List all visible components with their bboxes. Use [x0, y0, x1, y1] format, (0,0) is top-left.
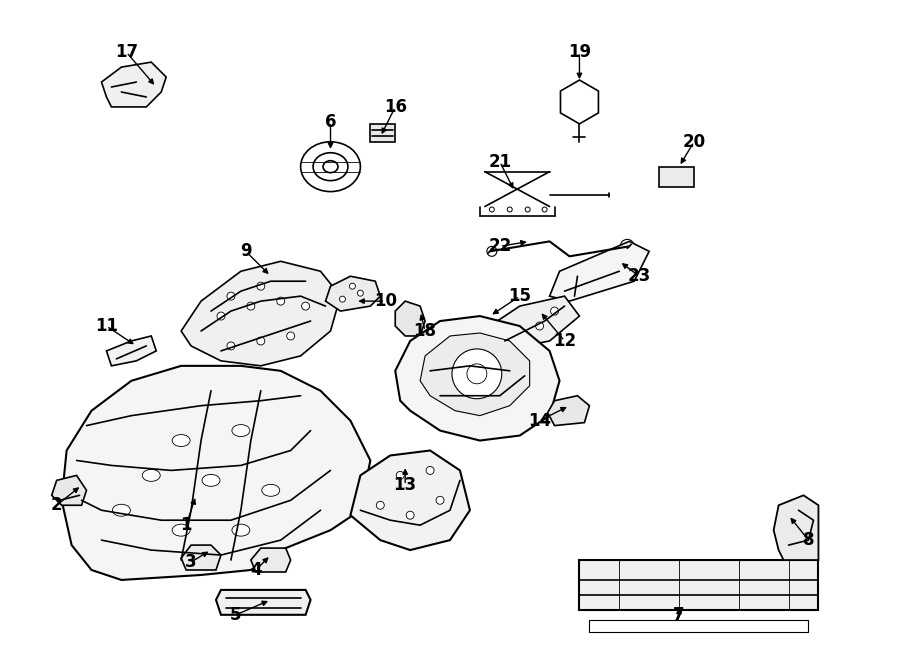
- Text: 1: 1: [180, 516, 192, 534]
- Circle shape: [227, 342, 235, 350]
- Polygon shape: [106, 336, 157, 366]
- Ellipse shape: [323, 161, 338, 173]
- Circle shape: [406, 511, 414, 519]
- Circle shape: [551, 307, 559, 315]
- Circle shape: [339, 296, 346, 302]
- Ellipse shape: [112, 504, 130, 516]
- Ellipse shape: [172, 434, 190, 447]
- Text: 20: 20: [682, 133, 706, 151]
- Polygon shape: [420, 333, 530, 416]
- Text: 8: 8: [803, 531, 815, 549]
- Polygon shape: [774, 495, 818, 560]
- Circle shape: [256, 337, 265, 345]
- Polygon shape: [61, 366, 370, 580]
- Text: 13: 13: [393, 477, 417, 494]
- Polygon shape: [326, 276, 381, 311]
- Polygon shape: [216, 590, 310, 615]
- Text: 19: 19: [568, 43, 591, 61]
- Circle shape: [490, 207, 494, 212]
- Polygon shape: [580, 560, 818, 610]
- Ellipse shape: [313, 153, 348, 180]
- Text: 17: 17: [115, 43, 138, 61]
- Circle shape: [376, 501, 384, 509]
- Circle shape: [568, 90, 591, 114]
- Polygon shape: [485, 296, 580, 351]
- Text: 10: 10: [374, 292, 397, 310]
- Circle shape: [426, 467, 434, 475]
- Ellipse shape: [232, 424, 250, 436]
- Polygon shape: [370, 124, 395, 142]
- Polygon shape: [51, 475, 86, 505]
- Text: 9: 9: [240, 243, 252, 260]
- Text: 4: 4: [250, 561, 262, 579]
- Text: 16: 16: [383, 98, 407, 116]
- Circle shape: [562, 84, 598, 120]
- Circle shape: [396, 471, 404, 479]
- Polygon shape: [561, 80, 599, 124]
- Circle shape: [536, 322, 544, 330]
- Polygon shape: [181, 261, 340, 366]
- Ellipse shape: [301, 142, 360, 192]
- Polygon shape: [251, 548, 291, 572]
- Circle shape: [526, 207, 530, 212]
- Polygon shape: [102, 62, 166, 107]
- Polygon shape: [350, 451, 470, 550]
- Circle shape: [487, 247, 497, 256]
- Ellipse shape: [142, 469, 160, 481]
- Circle shape: [510, 332, 518, 340]
- Circle shape: [217, 312, 225, 320]
- Text: 2: 2: [50, 496, 62, 514]
- Text: 22: 22: [488, 237, 511, 255]
- Text: 5: 5: [230, 605, 242, 624]
- Polygon shape: [181, 545, 221, 570]
- Circle shape: [287, 332, 294, 340]
- Circle shape: [452, 349, 502, 399]
- Text: 15: 15: [508, 287, 531, 305]
- Circle shape: [508, 207, 512, 212]
- Text: 21: 21: [488, 153, 511, 171]
- Circle shape: [436, 496, 444, 504]
- Ellipse shape: [232, 524, 250, 536]
- Circle shape: [467, 364, 487, 384]
- Text: 3: 3: [185, 553, 197, 571]
- Circle shape: [357, 290, 364, 296]
- Text: 14: 14: [528, 412, 551, 430]
- Text: 7: 7: [673, 605, 685, 624]
- Polygon shape: [659, 167, 694, 186]
- Text: 23: 23: [627, 267, 651, 286]
- Circle shape: [247, 302, 255, 310]
- Ellipse shape: [172, 524, 190, 536]
- Circle shape: [256, 282, 265, 290]
- Circle shape: [572, 95, 587, 109]
- Circle shape: [542, 207, 547, 212]
- Circle shape: [620, 239, 634, 253]
- Ellipse shape: [262, 485, 280, 496]
- Text: 18: 18: [414, 322, 436, 340]
- Text: 11: 11: [94, 317, 118, 335]
- Polygon shape: [395, 301, 425, 336]
- Polygon shape: [547, 396, 590, 426]
- Circle shape: [302, 302, 310, 310]
- Text: 12: 12: [553, 332, 576, 350]
- Text: 6: 6: [325, 113, 337, 131]
- Circle shape: [276, 297, 284, 305]
- Polygon shape: [550, 241, 649, 301]
- Ellipse shape: [202, 475, 220, 486]
- Polygon shape: [395, 316, 560, 440]
- Circle shape: [349, 283, 356, 289]
- Circle shape: [227, 292, 235, 300]
